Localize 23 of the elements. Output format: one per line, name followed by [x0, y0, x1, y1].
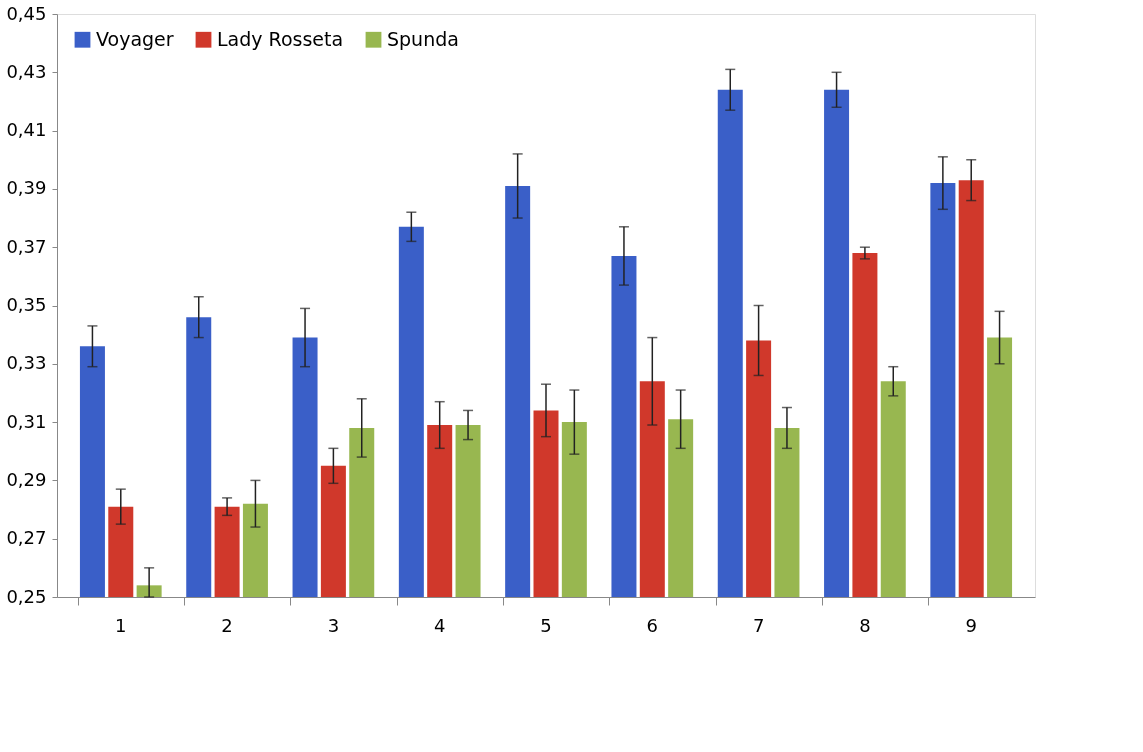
y-tick-label: 0,41 [6, 119, 47, 141]
legend-label: Spunda [387, 27, 459, 50]
y-tick-label: 0,43 [6, 60, 47, 82]
y-tick-label: 0,33 [6, 352, 47, 374]
x-tick-label: 2 [221, 614, 233, 636]
y-tick-label: 0,25 [6, 585, 47, 607]
x-tick-label: 6 [646, 614, 659, 636]
legend-label: Voyager [96, 27, 174, 50]
x-tick-label: 1 [115, 614, 127, 636]
y-tick-label: 0,27 [6, 527, 47, 549]
x-tick-label: 5 [540, 614, 552, 636]
y-tick-label: 0,37 [6, 235, 47, 257]
x-tick-label: 4 [433, 614, 446, 636]
y-tick-label: 0,29 [6, 468, 47, 490]
y-tick-label: 0,31 [6, 410, 47, 432]
y-tick-label: 0,39 [6, 177, 47, 199]
x-tick-label: 7 [752, 614, 765, 636]
y-tick-label: 0,45 [6, 2, 47, 24]
x-tick-label: 3 [327, 614, 340, 636]
y-tick-label: 0,35 [6, 294, 47, 315]
legend-label: Lady Rosseta [217, 27, 344, 50]
x-tick-label: 8 [859, 614, 871, 636]
x-tick-label: 9 [965, 614, 977, 636]
